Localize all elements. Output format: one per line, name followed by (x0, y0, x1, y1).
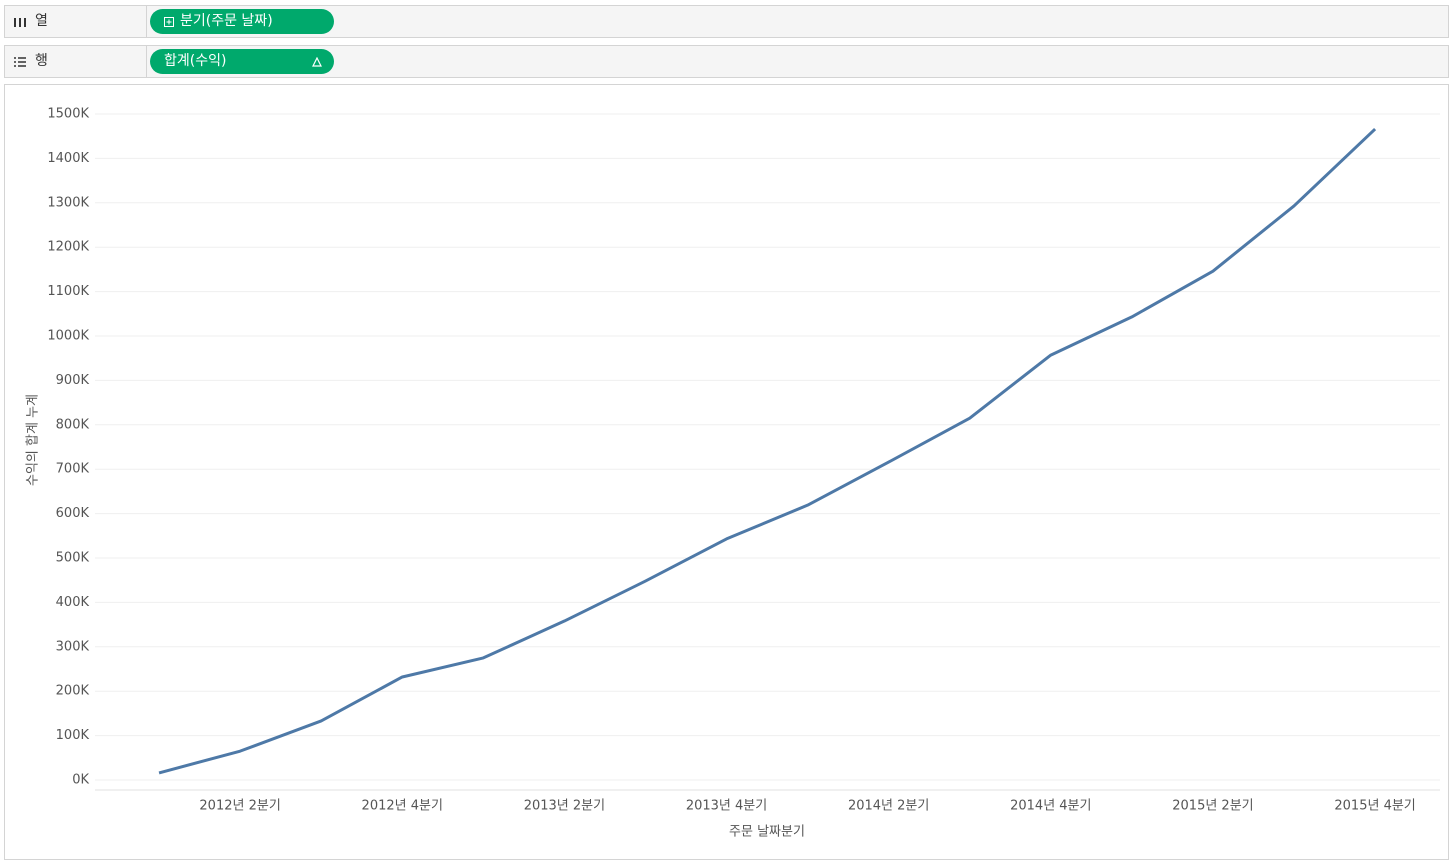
x-tick-label: 2015년 4분기 (1334, 799, 1415, 814)
y-tick-label: 100K (56, 728, 90, 743)
y-tick-label: 1000K (47, 329, 89, 344)
columns-shelf: 열 분기(주문 날짜) (4, 5, 1449, 38)
x-tick-label: 2013년 4분기 (686, 799, 767, 814)
y-tick-label: 1200K (47, 240, 89, 255)
x-tick-label: 2015년 2분기 (1172, 799, 1253, 814)
y-tick-label: 0K (72, 773, 89, 788)
y-tick-label: 1300K (47, 195, 89, 210)
y-tick-label: 1500K (47, 107, 89, 122)
y-tick-label: 200K (56, 684, 90, 699)
y-tick-label: 500K (56, 551, 90, 566)
x-tick-label: 2012년 4분기 (362, 799, 443, 814)
rows-shelf: 행 합계(수익) (4, 45, 1449, 78)
rows-text: 행 (35, 53, 48, 69)
rows-label: 행 (5, 46, 147, 77)
rows-pill[interactable]: 합계(수익) (150, 49, 334, 74)
table-calc-icon (312, 57, 322, 67)
y-tick-label: 1100K (47, 284, 89, 299)
pill-plus-icon (164, 17, 174, 27)
columns-text: 열 (35, 13, 48, 29)
chart: 주문 날짜분기 수익의 합계 누계 0K 100K 200K 300K 400K 500K… (4, 84, 1449, 860)
columns-label: 열 (5, 6, 147, 37)
y-tick-label: 400K (56, 595, 90, 610)
x-tick-label: 2014년 4분기 (1010, 799, 1091, 814)
y-tick-label: 1400K (47, 151, 89, 166)
x-tick-label: 2012년 2분기 (199, 799, 280, 814)
x-tick-label: 2013년 2분기 (524, 799, 605, 814)
y-axis-title: 수익의 합계 누계 (26, 394, 41, 486)
rows-icon (14, 57, 26, 67)
y-tick-label: 800K (56, 417, 90, 432)
y-tick-label: 700K (56, 462, 90, 477)
data-line (158, 128, 1377, 775)
rows-pill-text: 합계(수익) (164, 53, 227, 69)
chart-frame (4, 84, 1449, 860)
x-tick-label: 2014년 2분기 (848, 799, 929, 814)
columns-pill-text: 분기(주문 날짜) (180, 13, 273, 29)
y-tick-label: 600K (56, 506, 90, 521)
x-axis-title: 주문 날짜분기 (729, 825, 805, 840)
y-tick-label: 900K (56, 373, 90, 388)
columns-icon (14, 18, 26, 27)
columns-pill[interactable]: 분기(주문 날짜) (150, 9, 334, 34)
y-tick-label: 300K (56, 639, 90, 654)
